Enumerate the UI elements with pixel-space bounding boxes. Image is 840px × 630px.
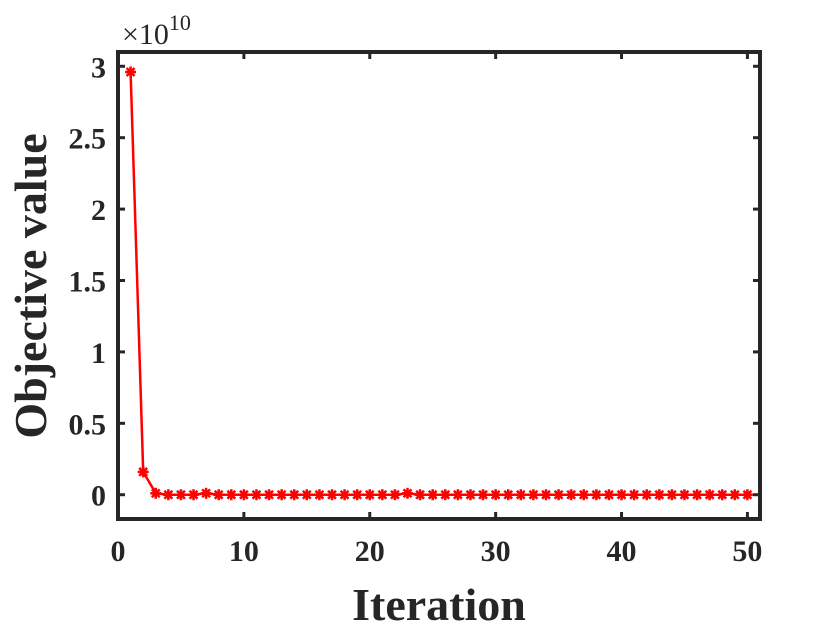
data-point: [464, 489, 476, 501]
data-point: [502, 489, 514, 501]
data-point: [188, 489, 200, 501]
data-point: [162, 489, 174, 501]
y-tick-label: 1: [91, 337, 106, 370]
data-point: [263, 489, 275, 501]
data-point: [603, 489, 615, 501]
data-point: [527, 489, 539, 501]
data-point: [250, 489, 262, 501]
y-tick-label: 2: [91, 194, 106, 227]
data-point: [137, 466, 149, 478]
data-point: [452, 489, 464, 501]
data-point: [477, 489, 489, 501]
data-point: [175, 489, 187, 501]
x-tick-label: 50: [732, 535, 762, 568]
data-point: [515, 489, 527, 501]
data-point: [200, 487, 212, 499]
series-line: [129, 71, 748, 496]
data-point: [490, 489, 502, 501]
y-multiplier-label: ×1010: [122, 10, 191, 51]
y-tick-label: 3: [91, 51, 106, 84]
x-axis-label: Iteration: [352, 579, 526, 630]
y-tick-label: 0: [91, 480, 106, 513]
data-point: [301, 489, 313, 501]
data-point: [741, 489, 753, 501]
data-point: [376, 489, 388, 501]
x-tick-label: 40: [607, 535, 637, 568]
data-point: [704, 489, 716, 501]
data-point: [288, 489, 300, 501]
data-point: [729, 489, 741, 501]
data-point: [590, 489, 602, 501]
plot-area: 0 10 20 30 40 50 0 0.5 1 1.5 2 2.5 3: [69, 50, 762, 568]
data-point: [565, 489, 577, 501]
y-tick-label: 0.5: [69, 408, 107, 441]
data-point: [339, 489, 351, 501]
data-point: [616, 489, 628, 501]
data-point: [213, 489, 225, 501]
y-tick-label: 2.5: [69, 123, 107, 156]
data-point: [553, 489, 565, 501]
data-point: [313, 489, 325, 501]
y-axis-label: Objective value: [5, 133, 56, 438]
data-point: [666, 489, 678, 501]
data-point: [716, 489, 728, 501]
x-tick-label: 20: [355, 535, 385, 568]
axes-box: [116, 50, 762, 521]
data-point: [364, 489, 376, 501]
x-tick-label: 0: [111, 535, 126, 568]
data-point: [150, 487, 162, 499]
data-point: [628, 489, 640, 501]
data-point: [439, 489, 451, 501]
data-point: [402, 487, 414, 499]
x-tick-label: 10: [229, 535, 259, 568]
data-point: [641, 489, 653, 501]
data-point: [351, 489, 363, 501]
data-point: [326, 489, 338, 501]
data-point: [678, 489, 690, 501]
data-point: [691, 489, 703, 501]
data-point: [389, 489, 401, 501]
data-point: [427, 489, 439, 501]
data-point: [540, 489, 552, 501]
x-tick-label: 30: [481, 535, 511, 568]
data-point: [653, 489, 665, 501]
data-point: [125, 66, 137, 78]
y-tick-label: 1.5: [69, 266, 107, 299]
data-point: [276, 489, 288, 501]
data-point: [414, 489, 426, 501]
data-point: [578, 489, 590, 501]
data-point: [238, 489, 250, 501]
data-point: [225, 489, 237, 501]
